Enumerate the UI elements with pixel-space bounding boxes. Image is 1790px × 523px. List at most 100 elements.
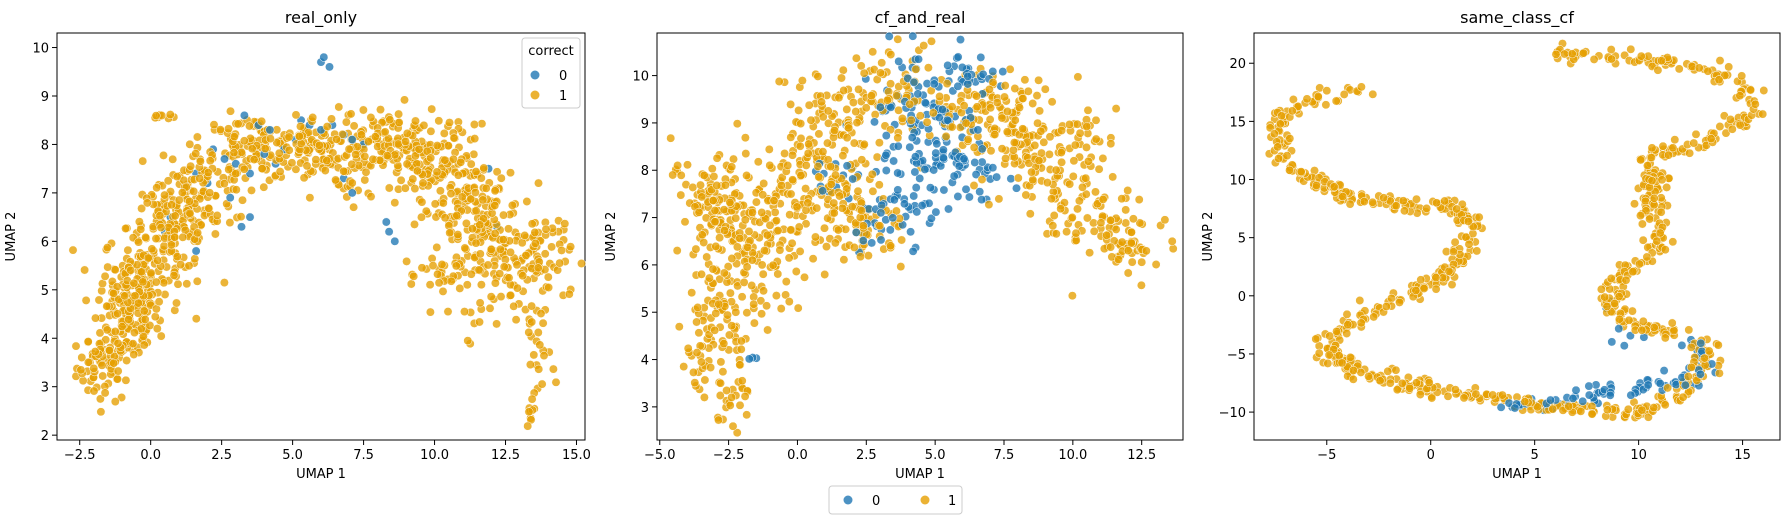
data-point-class-1	[724, 330, 734, 340]
data-point-class-1	[1497, 390, 1507, 400]
data-point-class-1	[466, 159, 476, 169]
data-point-class-0	[1578, 396, 1588, 406]
data-point-class-1	[1704, 346, 1714, 356]
data-point-class-1	[1450, 385, 1460, 395]
data-point-class-1	[121, 224, 131, 233]
data-point-class-1	[327, 114, 336, 124]
data-point-class-1	[113, 366, 123, 376]
data-point-class-1	[1348, 365, 1358, 375]
data-point-class-1	[804, 100, 814, 110]
plot-frame	[1253, 32, 1781, 441]
data-point-class-1	[897, 114, 907, 123]
data-point-class-1	[928, 108, 938, 118]
data-point-class-1	[743, 242, 753, 252]
y-tick-label: 8	[641, 164, 649, 179]
data-point-class-1	[1342, 309, 1352, 319]
data-point-class-1	[986, 146, 996, 156]
data-point-class-0	[881, 131, 891, 141]
data-point-class-1	[432, 141, 442, 151]
data-point-class-1	[1419, 284, 1429, 293]
data-point-class-1	[1464, 239, 1474, 249]
y-tick-label: 7	[41, 187, 49, 202]
data-point-class-0	[225, 193, 235, 203]
data-point-class-0	[909, 191, 919, 201]
data-point-class-1	[425, 280, 435, 290]
data-point-class-1	[535, 340, 545, 350]
data-point-class-1	[689, 367, 698, 377]
data-point-class-1	[770, 207, 780, 217]
data-point-class-1	[110, 397, 120, 407]
data-point-class-1	[170, 211, 180, 221]
data-point-class-1	[1117, 237, 1127, 247]
data-point-class-1	[1621, 275, 1631, 285]
data-point-class-1	[322, 156, 332, 166]
y-tick-label: 5	[1238, 232, 1246, 247]
data-point-class-1	[440, 213, 450, 223]
data-point-class-1	[923, 63, 933, 73]
data-point-class-1	[1141, 246, 1151, 256]
data-point-class-1	[417, 197, 427, 207]
data-point-class-1	[129, 350, 139, 359]
data-point-class-1	[801, 160, 811, 170]
data-point-class-1	[124, 314, 134, 324]
data-point-class-1	[1415, 390, 1425, 399]
data-point-class-1	[1758, 109, 1768, 119]
data-point-class-1	[736, 336, 746, 346]
data-point-class-1	[774, 77, 784, 86]
y-tick-label: 10	[632, 70, 649, 85]
data-point-class-0	[1677, 340, 1687, 350]
data-point-class-0	[907, 133, 917, 142]
data-point-class-1	[1343, 320, 1353, 330]
data-point-class-1	[426, 153, 436, 163]
legend-label-0: 0	[559, 69, 567, 84]
data-point-class-1	[412, 166, 422, 176]
data-point-class-1	[71, 341, 81, 351]
data-point-class-1	[172, 298, 181, 308]
data-point-class-1	[1431, 273, 1441, 283]
legend-marker-0	[530, 70, 540, 80]
data-point-class-1	[511, 315, 521, 325]
data-point-class-1	[1091, 187, 1100, 197]
data-point-class-1	[1044, 149, 1054, 159]
y-tick-label: 9	[641, 117, 649, 132]
data-point-class-1	[284, 145, 294, 155]
data-point-class-1	[1027, 167, 1037, 177]
data-point-class-1	[963, 135, 973, 144]
data-point-class-1	[814, 129, 824, 139]
data-point-class-1	[867, 169, 877, 179]
figure-legend-label-0: 0	[872, 494, 880, 509]
data-point-class-1	[421, 206, 431, 216]
data-point-class-1	[795, 141, 805, 151]
data-point-class-1	[1412, 378, 1421, 388]
data-point-class-1	[449, 133, 459, 143]
data-point-class-1	[1045, 132, 1055, 142]
data-point-class-1	[191, 149, 201, 159]
data-point-class-1	[813, 71, 823, 81]
data-point-class-1	[1449, 247, 1458, 257]
data-point-class-1	[985, 115, 995, 124]
data-point-class-1	[1342, 329, 1352, 338]
data-point-class-1	[186, 161, 196, 171]
data-point-class-1	[113, 309, 123, 319]
data-point-class-1	[402, 159, 412, 169]
data-point-class-1	[711, 241, 721, 251]
data-point-class-1	[1168, 244, 1178, 254]
data-point-class-1	[499, 210, 508, 220]
data-point-class-1	[1023, 86, 1033, 96]
data-point-class-1	[557, 245, 567, 255]
data-point-class-1	[731, 307, 741, 317]
data-point-class-0	[925, 183, 935, 193]
data-point-class-0	[893, 185, 903, 195]
data-point-class-1	[274, 148, 284, 158]
data-point-class-1	[1311, 181, 1321, 190]
data-point-class-1	[476, 173, 486, 183]
data-point-class-1	[906, 115, 916, 125]
data-point-class-1	[856, 252, 865, 262]
data-point-class-1	[1126, 227, 1136, 237]
data-point-class-1	[136, 224, 146, 234]
data-point-class-0	[953, 81, 963, 91]
data-point-class-1	[470, 134, 480, 144]
data-point-class-1	[260, 144, 270, 154]
data-point-class-1	[536, 309, 546, 318]
data-point-class-1	[710, 325, 720, 335]
